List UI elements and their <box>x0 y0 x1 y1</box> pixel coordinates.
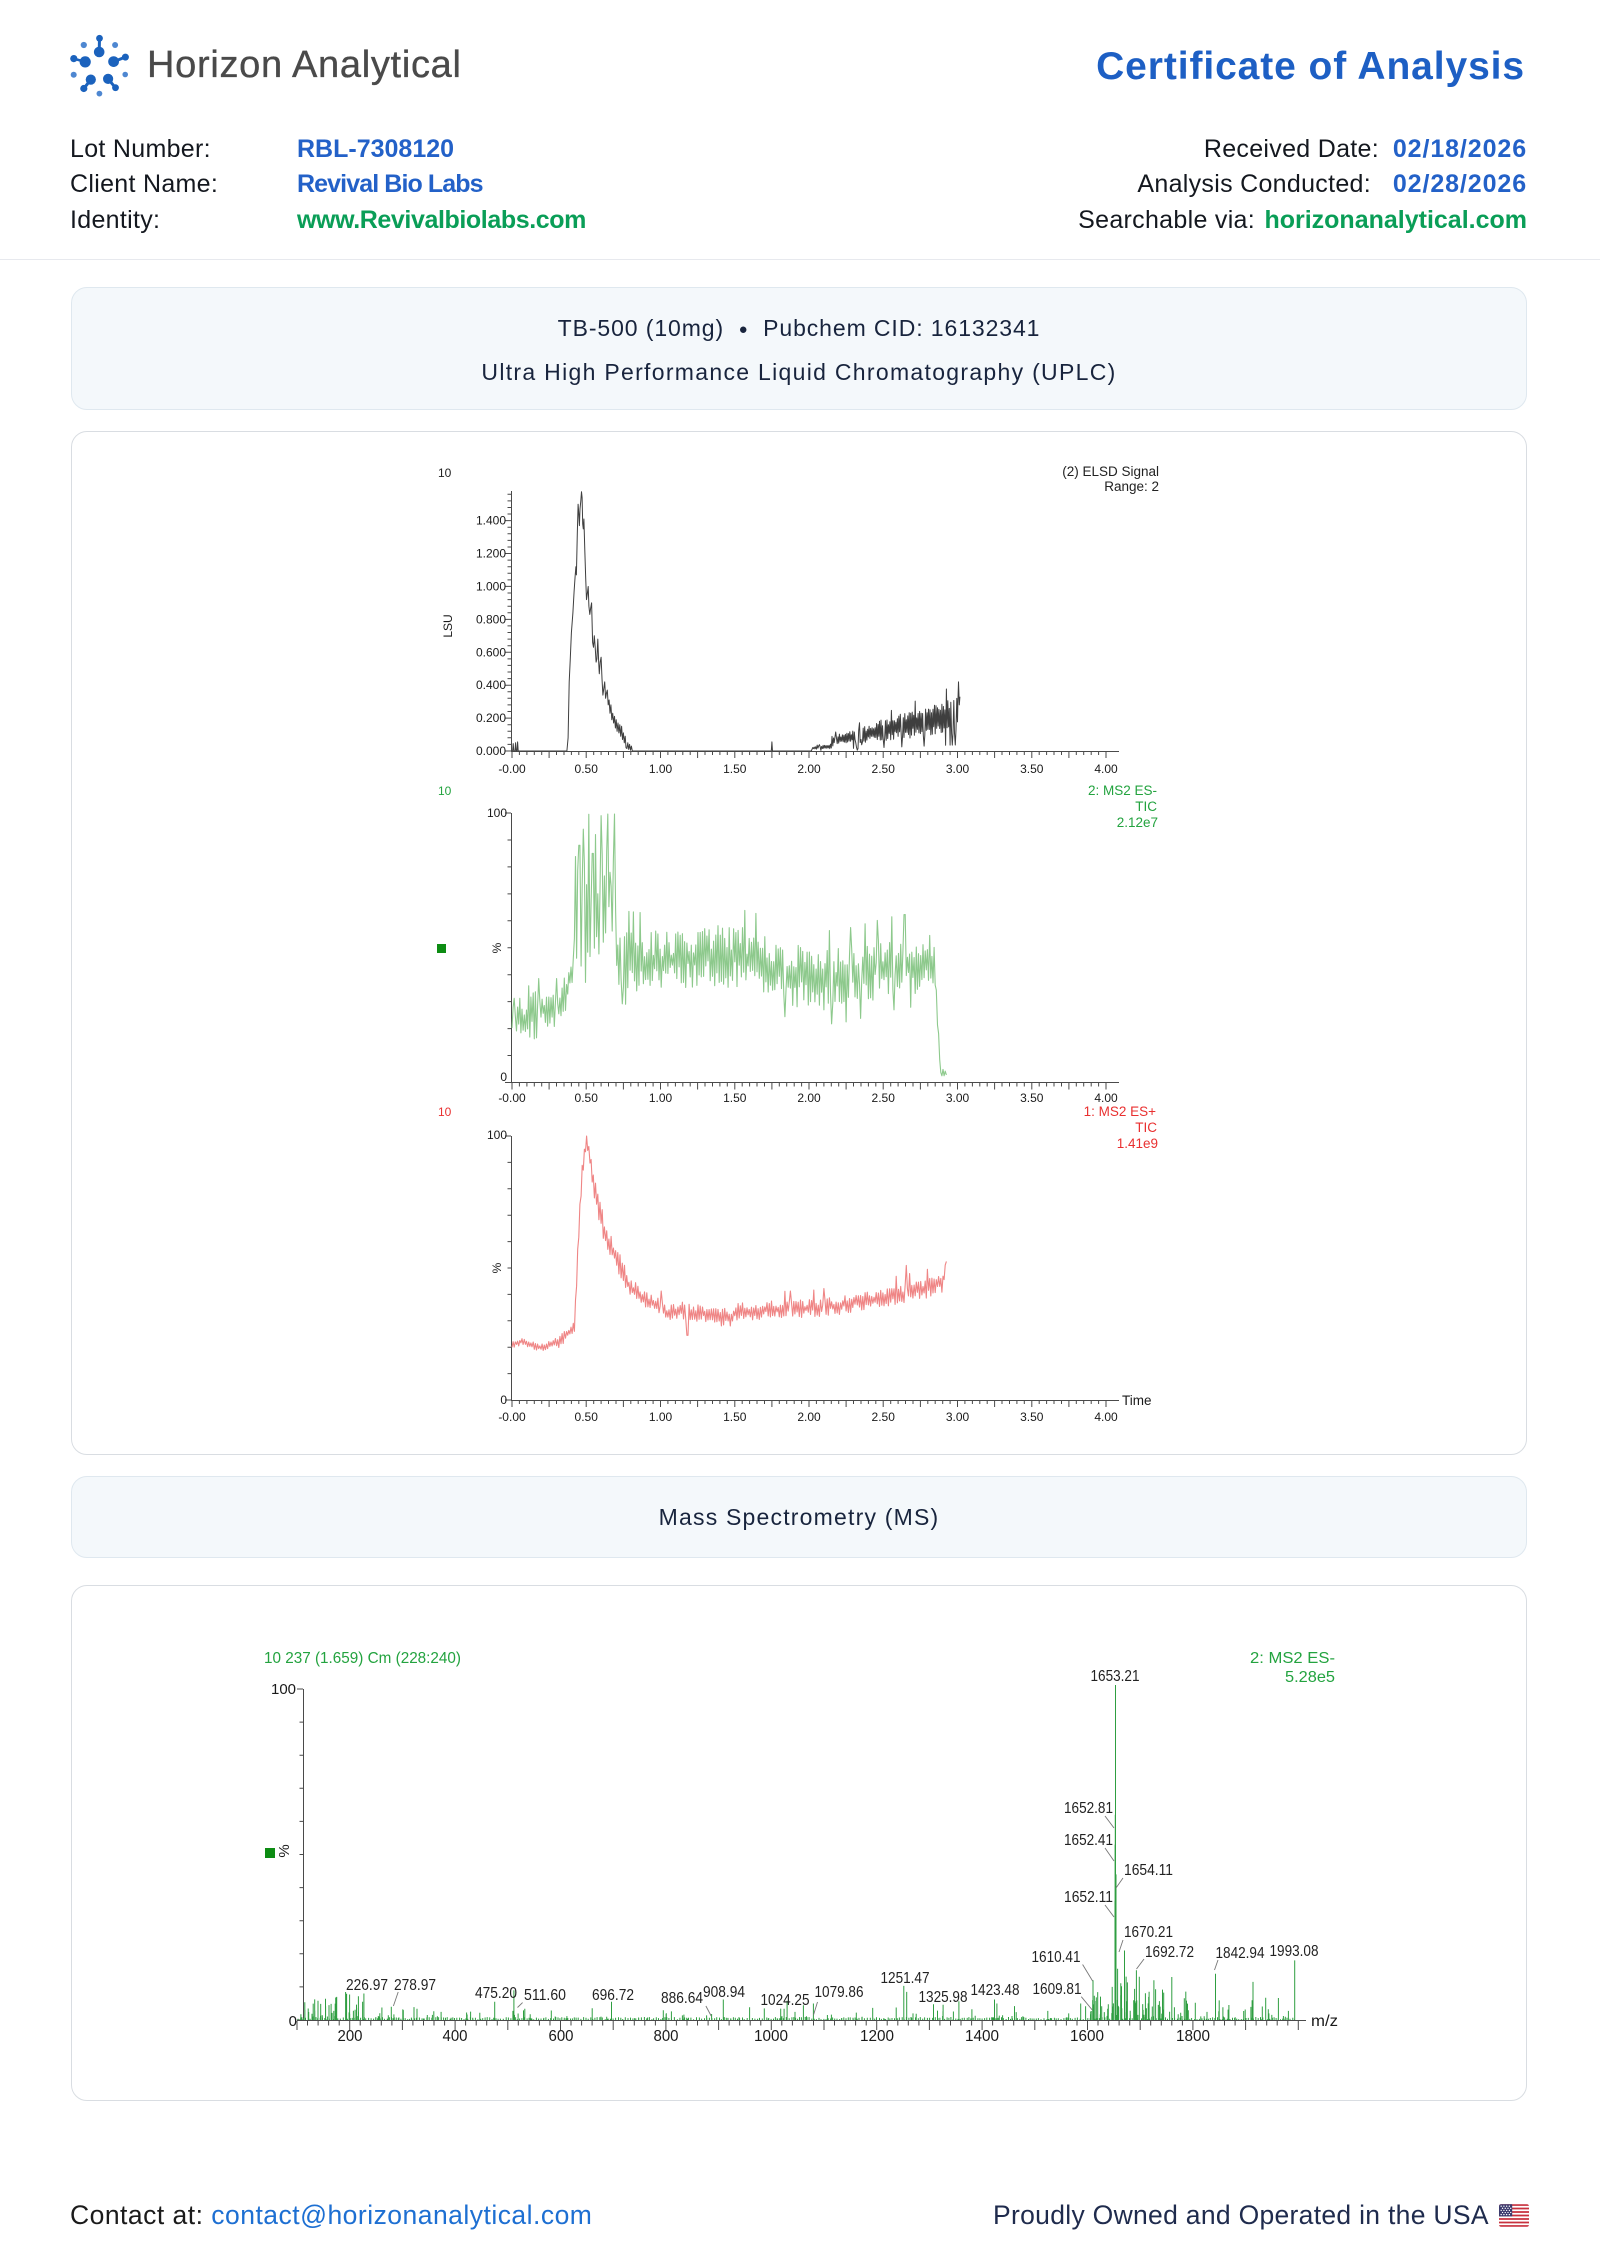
svg-text:278.97: 278.97 <box>394 1977 436 1994</box>
svg-text:10: 10 <box>438 466 452 480</box>
svg-text:0.50: 0.50 <box>575 1091 599 1105</box>
svg-text:100: 100 <box>271 1681 296 1698</box>
svg-text:1652.41: 1652.41 <box>1064 1832 1113 1849</box>
svg-text:800: 800 <box>654 2028 679 2045</box>
svg-text:1.00: 1.00 <box>649 762 673 776</box>
svg-text:908.94: 908.94 <box>703 1984 745 2001</box>
svg-text:5.28e5: 5.28e5 <box>1285 1669 1335 1686</box>
svg-text:1670.21: 1670.21 <box>1124 1924 1173 1941</box>
svg-text:1: MS2 ES+: 1: MS2 ES+ <box>1084 1104 1157 1119</box>
svg-text:0.600: 0.600 <box>476 645 506 659</box>
svg-text:2: MS2 ES-: 2: MS2 ES- <box>1088 783 1157 798</box>
svg-text:Range: 2: Range: 2 <box>1104 479 1159 494</box>
svg-text:1251.47: 1251.47 <box>881 1970 930 1987</box>
svg-text:%: % <box>490 942 504 953</box>
svg-text:%: % <box>490 1262 504 1273</box>
svg-text:4.00: 4.00 <box>1094 1091 1118 1105</box>
svg-text:1.50: 1.50 <box>723 762 747 776</box>
svg-text:1200: 1200 <box>860 2028 894 2045</box>
svg-text:511.60: 511.60 <box>524 1987 566 2004</box>
svg-text:100: 100 <box>487 1128 507 1142</box>
svg-text:1.000: 1.000 <box>476 580 506 594</box>
svg-text:2: MS2 ES-: 2: MS2 ES- <box>1250 1650 1335 1667</box>
svg-text:475.20: 475.20 <box>475 1985 517 2002</box>
svg-text:1653.21: 1653.21 <box>1091 1668 1140 1685</box>
svg-text:2.00: 2.00 <box>797 1091 821 1105</box>
svg-text:2.50: 2.50 <box>872 1410 896 1424</box>
svg-text:3.00: 3.00 <box>946 1410 970 1424</box>
svg-text:1800: 1800 <box>1176 2028 1210 2045</box>
svg-text:0: 0 <box>500 1393 507 1407</box>
svg-text:0.50: 0.50 <box>575 762 599 776</box>
svg-text:1600: 1600 <box>1070 2028 1104 2045</box>
svg-text:1.50: 1.50 <box>723 1091 747 1105</box>
svg-text:2.00: 2.00 <box>797 1410 821 1424</box>
svg-text:2.50: 2.50 <box>872 1091 896 1105</box>
svg-text:1993.08: 1993.08 <box>1270 1943 1319 1960</box>
svg-text:2.00: 2.00 <box>797 762 821 776</box>
svg-text:TIC: TIC <box>1135 799 1157 814</box>
svg-text:1654.11: 1654.11 <box>1124 1862 1173 1879</box>
svg-text:4.00: 4.00 <box>1094 1410 1118 1424</box>
svg-text:1079.86: 1079.86 <box>815 1984 864 2001</box>
svg-text:(2) ELSD Signal: (2) ELSD Signal <box>1062 464 1159 479</box>
svg-text:LSU: LSU <box>441 614 455 637</box>
svg-text:2.50: 2.50 <box>872 762 896 776</box>
svg-text:400: 400 <box>443 2028 468 2045</box>
svg-text:1.41e9: 1.41e9 <box>1117 1136 1158 1151</box>
svg-text:1692.72: 1692.72 <box>1145 1944 1194 1961</box>
svg-text:1000: 1000 <box>754 2028 788 2045</box>
svg-text:4.00: 4.00 <box>1094 762 1118 776</box>
svg-text:TIC: TIC <box>1135 1120 1157 1135</box>
svg-text:3.50: 3.50 <box>1020 762 1044 776</box>
svg-text:1325.98: 1325.98 <box>919 1989 968 2006</box>
svg-text:10: 10 <box>438 784 452 798</box>
svg-text:3.50: 3.50 <box>1020 1410 1044 1424</box>
svg-text:%: % <box>276 1844 293 1857</box>
svg-text:1652.11: 1652.11 <box>1064 1889 1113 1906</box>
svg-text:1610.41: 1610.41 <box>1032 1949 1081 1966</box>
svg-text:1024.25: 1024.25 <box>761 1992 810 2009</box>
svg-text:0.50: 0.50 <box>575 1410 599 1424</box>
svg-text:-0.00: -0.00 <box>498 762 526 776</box>
svg-text:1652.81: 1652.81 <box>1064 1800 1113 1817</box>
svg-text:m/z: m/z <box>1311 2013 1338 2030</box>
svg-text:1423.48: 1423.48 <box>971 1982 1020 1999</box>
svg-text:200: 200 <box>338 2028 363 2045</box>
svg-text:1.00: 1.00 <box>649 1410 673 1424</box>
svg-text:0: 0 <box>289 2013 297 2030</box>
svg-text:1842.94: 1842.94 <box>1216 1945 1265 1962</box>
svg-text:226.97: 226.97 <box>346 1977 388 1994</box>
svg-text:1.200: 1.200 <box>476 547 506 561</box>
svg-text:0.400: 0.400 <box>476 678 506 692</box>
svg-text:1.50: 1.50 <box>723 1410 747 1424</box>
svg-text:1400: 1400 <box>965 2028 999 2045</box>
svg-text:0.000: 0.000 <box>476 744 506 758</box>
svg-text:3.00: 3.00 <box>946 1091 970 1105</box>
svg-text:3.00: 3.00 <box>946 762 970 776</box>
svg-text:10: 10 <box>438 1105 452 1119</box>
svg-text:696.72: 696.72 <box>592 1987 634 2004</box>
svg-text:0: 0 <box>500 1070 507 1084</box>
svg-text:100: 100 <box>487 806 507 820</box>
svg-text:0.200: 0.200 <box>476 711 506 725</box>
svg-text:10 237 (1.659) Cm (228:240): 10 237 (1.659) Cm (228:240) <box>264 1650 461 1667</box>
svg-text:1609.81: 1609.81 <box>1033 1981 1082 1998</box>
svg-text:886.64: 886.64 <box>661 1990 703 2007</box>
svg-text:3.50: 3.50 <box>1020 1091 1044 1105</box>
svg-text:-0.00: -0.00 <box>498 1410 526 1424</box>
svg-text:-0.00: -0.00 <box>498 1091 526 1105</box>
svg-text:1.00: 1.00 <box>649 1091 673 1105</box>
svg-text:Time: Time <box>1122 1393 1152 1408</box>
svg-text:600: 600 <box>549 2028 574 2045</box>
svg-text:2.12e7: 2.12e7 <box>1117 815 1158 830</box>
svg-text:0.800: 0.800 <box>476 612 506 626</box>
svg-text:1.400: 1.400 <box>476 514 506 528</box>
